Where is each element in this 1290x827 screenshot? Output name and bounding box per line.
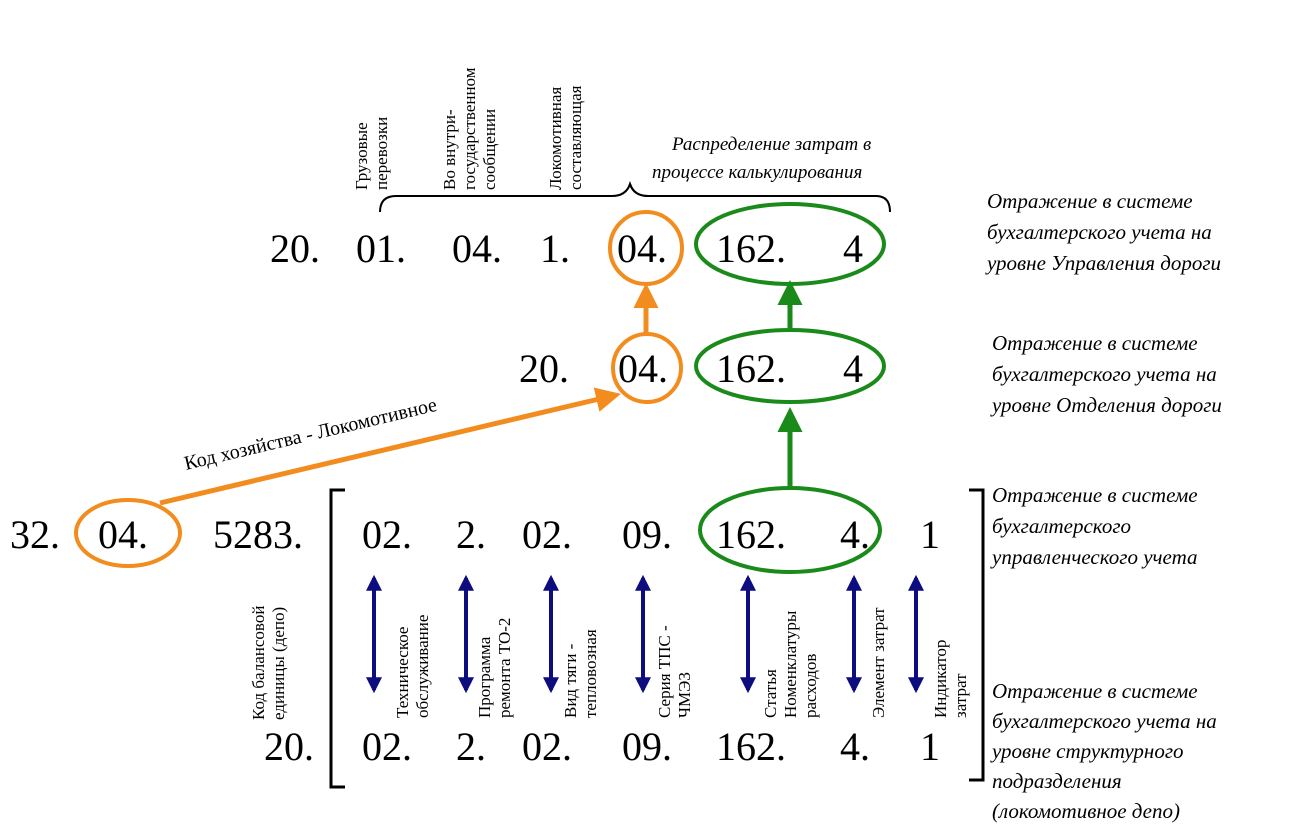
row4-code-20: 20. xyxy=(264,724,314,769)
row3-code-2: 2. xyxy=(456,512,486,557)
bracket-right xyxy=(969,488,985,782)
label-cost-item: Статья Номенклатуры расходов xyxy=(761,606,820,718)
label-tps-series: Серия ТПС - ЧМЭ3 xyxy=(655,621,694,718)
row1-code-162: 162. xyxy=(716,226,786,271)
row3-code-162: 162. xyxy=(716,512,786,557)
top-label-locomotive: Локомотивная составляющая xyxy=(546,83,585,190)
row3-code-02: 02. xyxy=(362,512,412,557)
row2-orange-ellipse xyxy=(611,332,683,404)
bracket-left xyxy=(329,488,345,789)
top-label-domestic: Во внутри- государственном сообщении xyxy=(440,63,499,190)
row4-code-02: 02. xyxy=(362,724,412,769)
row1-code-04-orange: 04. xyxy=(617,226,667,271)
row1-code-01: 01. xyxy=(356,226,406,271)
arrow-label: Код хозяйства - Локомотивное xyxy=(182,394,439,475)
row2-code-4: 4 xyxy=(843,346,863,391)
row2-code-162: 162. xyxy=(716,346,786,391)
label-repair-program: Программа ремонта ТО-2 xyxy=(475,618,514,718)
row3-code-09: 09. xyxy=(622,512,672,557)
row2-code-04-orange: 04. xyxy=(618,346,668,391)
row4-code-02b: 02. xyxy=(522,724,572,769)
label-cost-indicator: Индикатор затрат xyxy=(931,635,970,718)
row3-code-04-orange: 04. xyxy=(98,512,148,557)
brace-right xyxy=(629,183,891,213)
top-label-freight: Грузовые перевозки xyxy=(352,117,391,190)
brace-left xyxy=(379,180,649,213)
distribution-label: Распределение затрат в процессе калькули… xyxy=(652,134,876,183)
note-structural-unit: Отражение в системе бухгалтерского учета… xyxy=(990,679,1222,823)
row1-code-1: 1. xyxy=(540,226,570,271)
label-maintenance: Техническое обслуживание xyxy=(393,615,432,718)
row1-code-20: 20. xyxy=(270,226,320,271)
row4-code-1: 1 xyxy=(920,724,940,769)
row4-code-2: 2. xyxy=(456,724,486,769)
label-traction-type: Вид тяги - тепловозная xyxy=(561,629,600,718)
row1-code-4: 4 xyxy=(843,226,863,271)
row2-green-ellipse xyxy=(694,328,886,404)
row3-code-5283: 5283. xyxy=(213,512,303,557)
row3-code-02b: 02. xyxy=(522,512,572,557)
row3-code-4: 4. xyxy=(840,512,870,557)
row4-code-162: 162. xyxy=(716,724,786,769)
note-road-management: Отражение в системе бухгалтерского учета… xyxy=(985,189,1221,275)
row2-code-20: 20. xyxy=(519,346,569,391)
label-cost-element: Элемент затрат xyxy=(869,607,888,718)
label-balance-unit-code: Код балансовой единицы (депо) xyxy=(249,601,288,720)
row4-code-4: 4. xyxy=(840,724,870,769)
note-road-department: Отражение в системе бухгалтерского учета… xyxy=(990,331,1222,417)
row4-code-09: 09. xyxy=(622,724,672,769)
row1-code-04: 04. xyxy=(452,226,502,271)
orange-diagonal-arrow xyxy=(159,387,621,506)
row3-orange-ellipse xyxy=(74,498,182,568)
row3-code-1: 1 xyxy=(920,512,940,557)
row3-green-ellipse xyxy=(698,486,882,574)
row3-code-32: 32. xyxy=(10,512,60,557)
note-management-accounting: Отражение в системе бухгалтерского управ… xyxy=(990,483,1203,569)
